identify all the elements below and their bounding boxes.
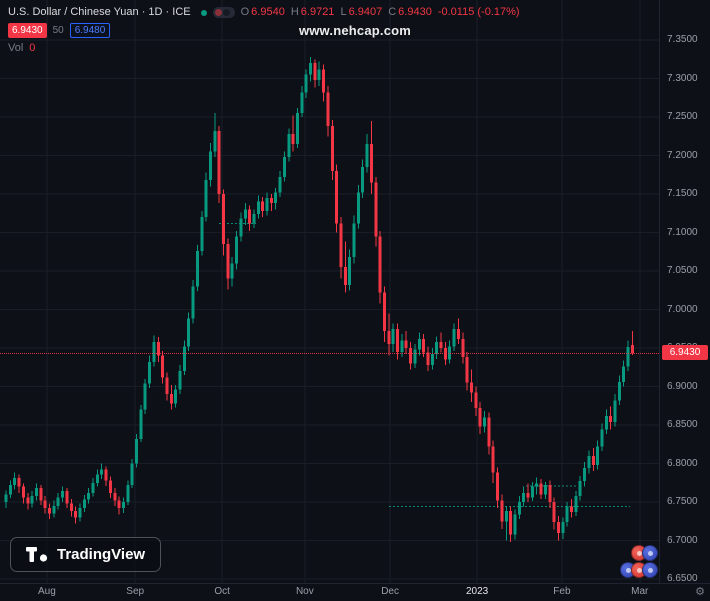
sticker-icons (620, 545, 658, 578)
time-tick-label: Feb (553, 586, 571, 597)
settings-icon[interactable]: ⚙ (695, 586, 705, 598)
data-mode-pill[interactable] (212, 7, 235, 18)
high-label: H (290, 6, 299, 18)
price-tick-label: 6.6500 (667, 573, 698, 584)
time-tick-label: Oct (214, 586, 230, 597)
price-tick-label: 7.1000 (667, 226, 698, 238)
low-value: 6.9407 (348, 6, 383, 18)
price-tick-label: 7.3500 (667, 34, 698, 45)
time-axis[interactable]: ⚙ Aug Sep Oct Nov Dec 2023 Feb Mar (0, 583, 710, 601)
sticker-row-bottom (620, 562, 658, 578)
time-tick-label: Aug (37, 586, 56, 597)
sticker-row-top (631, 545, 658, 561)
time-tick-label: Nov (295, 586, 314, 597)
price-tick-label: 6.7000 (667, 534, 698, 546)
symbol-title[interactable]: U.S. Dollar / Chinese Yuan · 1D · ICE (8, 6, 191, 18)
current-price-badge: 6.9430 (662, 345, 708, 361)
market-status-icon (200, 9, 207, 16)
blue-circle-icon (642, 545, 658, 561)
pill-red-dot-icon (214, 9, 222, 16)
time-tick-label: Sep (126, 586, 145, 597)
tradingview-mark-icon (26, 547, 48, 562)
price-tick-label: 7.0000 (667, 303, 698, 315)
low-label: L (340, 6, 347, 18)
close-value: 6.9430 (398, 6, 432, 18)
ma-length-label[interactable]: 50 (52, 25, 64, 36)
watermark-text: www.nehcap.com (298, 23, 412, 38)
candlestick-chart[interactable] (0, 0, 659, 583)
ma-value-badge[interactable]: 6.9480 (69, 23, 111, 38)
time-tick-label: Dec (381, 586, 399, 597)
tradingview-logo-button[interactable]: TradingView (10, 537, 162, 572)
legend-row-volume: Vol 0 (8, 42, 520, 55)
volume-value: 0 (29, 42, 36, 54)
close-label: C (388, 6, 397, 18)
tradingview-logo-label: TradingView (57, 546, 146, 563)
open-label: O (240, 6, 250, 18)
time-tick-label: Mar (631, 586, 649, 597)
price-tick-label: 6.9000 (667, 380, 698, 392)
price-tick-label: 7.0500 (667, 265, 698, 276)
price-tick-label: 6.8500 (667, 419, 698, 430)
volume-label[interactable]: Vol (8, 42, 24, 54)
price-tick-label: 7.2000 (667, 149, 698, 161)
open-value: 6.9540 (251, 6, 285, 18)
price-tick-label: 7.2500 (667, 111, 698, 122)
blue-circle-icon (642, 562, 658, 578)
pill-dark-dot-icon (222, 9, 230, 16)
price-axis[interactable]: 6.9430 7.3500 7.3000 7.2500 7.2000 7.1500 7.1… (659, 0, 710, 584)
time-tick-label: 2023 (465, 586, 489, 597)
legend-row-indicators: 6.9430 50 6.9480 (8, 23, 520, 38)
change-value: -0.0115 (-0.17%) (437, 6, 520, 18)
last-price-badge[interactable]: 6.9430 (8, 23, 47, 38)
price-tick-label: 6.8000 (667, 457, 698, 469)
high-value: 6.9721 (300, 6, 335, 18)
price-tick-label: 7.1500 (667, 188, 698, 199)
price-tick-label: 7.3000 (667, 72, 698, 84)
price-tick-label: 6.7500 (667, 496, 698, 507)
